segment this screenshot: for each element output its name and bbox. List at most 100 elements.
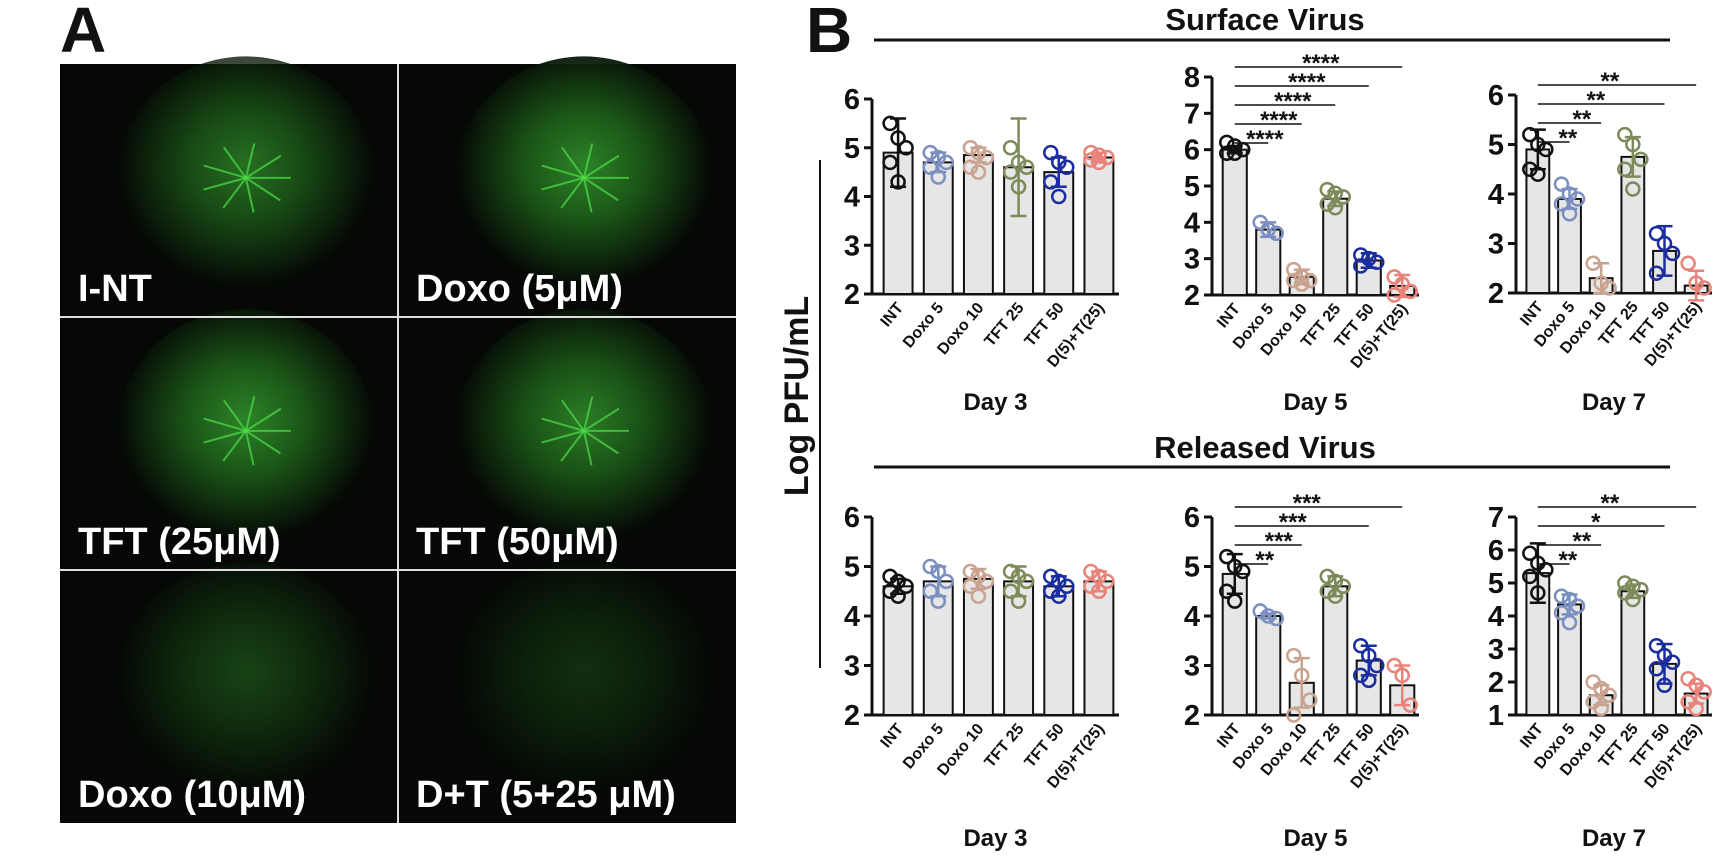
y-tick-label: 8 [1184,62,1200,94]
data-point [1294,667,1310,684]
error-bar [1010,117,1027,218]
data-point [1664,245,1681,262]
data-point [1268,225,1284,241]
significance-label: ** [1558,547,1577,574]
x-axis-label: Day 7 [1582,825,1646,852]
y-tick-label: 4 [1488,601,1504,633]
image-label: Doxo (5μM) [416,268,623,310]
significance-label: **** [1260,107,1298,134]
data-point [1538,141,1554,158]
data-point [1561,186,1578,202]
hypha [541,164,585,179]
hypha [583,177,619,202]
data-point [1219,583,1235,599]
data-point [1286,647,1302,664]
data-point [1361,647,1377,664]
data-point [1593,275,1609,291]
data-point [1091,583,1107,599]
hypha [245,430,281,455]
data-point [1002,164,1019,180]
data-point [1648,661,1665,677]
significance-label: ** [1572,106,1591,133]
x-axis-label: Day 5 [1283,389,1347,416]
data-point [1361,672,1377,689]
data-point [1059,578,1075,595]
significance-label: *** [1265,528,1294,555]
data-point [1083,563,1099,580]
data-point [1083,152,1099,168]
hypha [203,164,247,179]
hypha [223,399,247,432]
y-tick-label: 2 [844,279,860,311]
y-tick-label: 3 [1184,651,1200,683]
data-point [1522,545,1538,562]
bar [1083,156,1115,295]
panel-label: B [806,0,852,66]
data-point [922,144,938,161]
image-label: TFT (50μM) [416,521,619,563]
data-point [1051,588,1067,604]
data-point [1369,657,1385,674]
data-point [1002,563,1019,580]
data-point [1010,593,1027,609]
data-point [1227,593,1243,609]
data-point [922,558,938,575]
bar [962,154,994,295]
data-point [1625,136,1641,153]
x-tick-label: INT [1214,720,1244,751]
data-point [1083,144,1099,161]
data-point [1091,154,1107,171]
hypha [203,417,247,432]
data-point [1353,637,1369,654]
data-point [1633,151,1649,168]
y-tick-label: 3 [1488,229,1504,261]
y-tick-label: 3 [1184,244,1200,276]
hypha [541,176,585,191]
data-point [890,174,906,190]
hypha [582,430,593,466]
data-point [1530,585,1546,601]
data-point [1522,568,1538,585]
significance-label: ** [1558,125,1577,152]
y-tick-label: 2 [1184,700,1200,732]
data-point [890,130,906,146]
y-tick-label: 2 [844,700,860,732]
data-point [1386,287,1402,303]
x-axis-label: Day 3 [963,825,1027,852]
data-point [890,588,906,604]
data-point [1335,189,1351,205]
data-point [1402,283,1418,300]
data-point [1327,588,1343,604]
data-point [1335,578,1351,595]
bar [1620,590,1646,716]
hypha [244,396,256,432]
data-point [1656,677,1673,694]
data-point [1688,700,1704,717]
data-point [1051,188,1067,205]
data-point [1617,575,1633,591]
data-point [1386,657,1402,674]
y-tick-label: 7 [1184,98,1200,130]
data-point [1294,276,1310,292]
data-point [1219,145,1235,162]
data-point [1010,154,1027,171]
data-point [962,563,979,580]
data-point [970,144,987,161]
significance-label: ** [1255,547,1274,574]
data-point [1260,221,1276,238]
data-point [962,159,979,175]
bar [922,161,954,295]
data-point [1227,145,1243,162]
data-point [1353,258,1369,274]
y-tick-label: 6 [844,84,860,116]
data-point [1059,159,1075,175]
data-point [1083,578,1099,595]
x-axis-label: Day 5 [1283,825,1347,852]
data-point [1219,134,1235,151]
x-tick-label: TFT 25 [981,300,1027,351]
data-point [1099,573,1115,590]
significance-label: * [1591,509,1601,536]
data-point [1648,637,1665,654]
error-bar [1529,542,1546,605]
significance-label: ** [1572,528,1591,555]
